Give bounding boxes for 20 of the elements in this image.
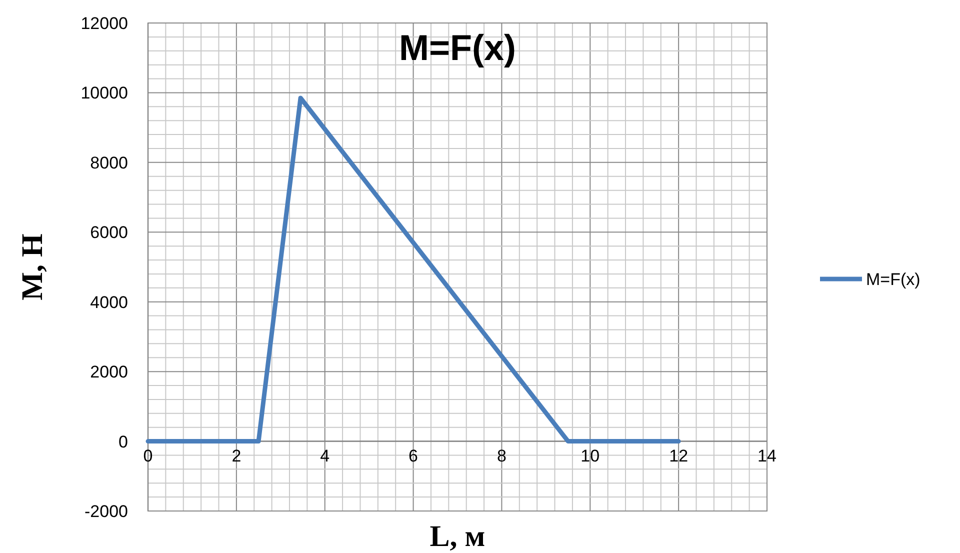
y-tick-label: 12000 [80, 14, 128, 33]
x-tick-label: 6 [408, 446, 418, 466]
x-tick-label: 10 [580, 446, 600, 466]
y-axis-title: M, H [16, 234, 49, 300]
y-tick-label: 2000 [90, 362, 128, 382]
y-tick-label: 6000 [90, 223, 128, 242]
x-tick-label: 12 [669, 446, 688, 466]
y-tick-label: -2000 [84, 502, 128, 521]
y-tick-label: 8000 [90, 153, 128, 172]
x-axis-title: L, м [430, 520, 486, 553]
x-tick-label: 0 [143, 446, 153, 466]
chart-title: M=F(x) [399, 27, 516, 68]
y-tick-label: 10000 [80, 84, 128, 103]
x-tick-label: 2 [232, 446, 242, 466]
x-tick-label: 4 [320, 446, 330, 466]
y-tick-label: 4000 [90, 292, 128, 312]
x-tick-label: 8 [496, 446, 506, 466]
legend-label: M=F(x) [866, 270, 920, 289]
x-tick-label: 14 [758, 446, 776, 466]
y-tick-label: 0 [118, 432, 128, 452]
